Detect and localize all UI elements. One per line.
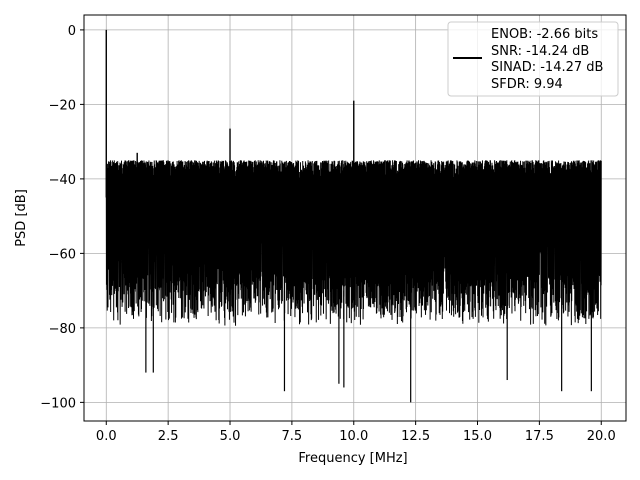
- y-tick-label: 0: [68, 24, 76, 39]
- legend-line-sinad: SINAD: -14.27 dB: [491, 60, 603, 75]
- y-axis-label: PSD [dB]: [14, 189, 29, 247]
- x-tick-label: 2.5: [158, 429, 179, 444]
- x-tick-label: 5.0: [220, 429, 241, 444]
- x-tick-label: 20.0: [587, 429, 616, 444]
- legend-line-enob: ENOB: -2.66 bits: [491, 27, 598, 42]
- x-tick-label: 0.0: [96, 429, 117, 444]
- y-tick-label: −80: [49, 322, 76, 337]
- x-axis-label: Frequency [MHz]: [298, 451, 407, 466]
- legend-line-sfdr: SFDR: 9.94: [491, 77, 563, 92]
- x-tick-label: 15.0: [463, 429, 492, 444]
- y-tick-label: −40: [49, 173, 76, 188]
- y-tick-label: −20: [49, 98, 76, 113]
- x-tick-label: 10.0: [339, 429, 368, 444]
- y-tick-label: −100: [40, 396, 76, 411]
- legend-line-snr: SNR: -14.24 dB: [491, 44, 589, 59]
- x-tick-label: 17.5: [525, 429, 554, 444]
- y-tick-label: −60: [49, 247, 76, 262]
- x-tick-label: 7.5: [282, 429, 303, 444]
- legend: ENOB: -2.66 bits SNR: -14.24 dB SINAD: -…: [448, 22, 618, 96]
- x-tick-label: 12.5: [401, 429, 430, 444]
